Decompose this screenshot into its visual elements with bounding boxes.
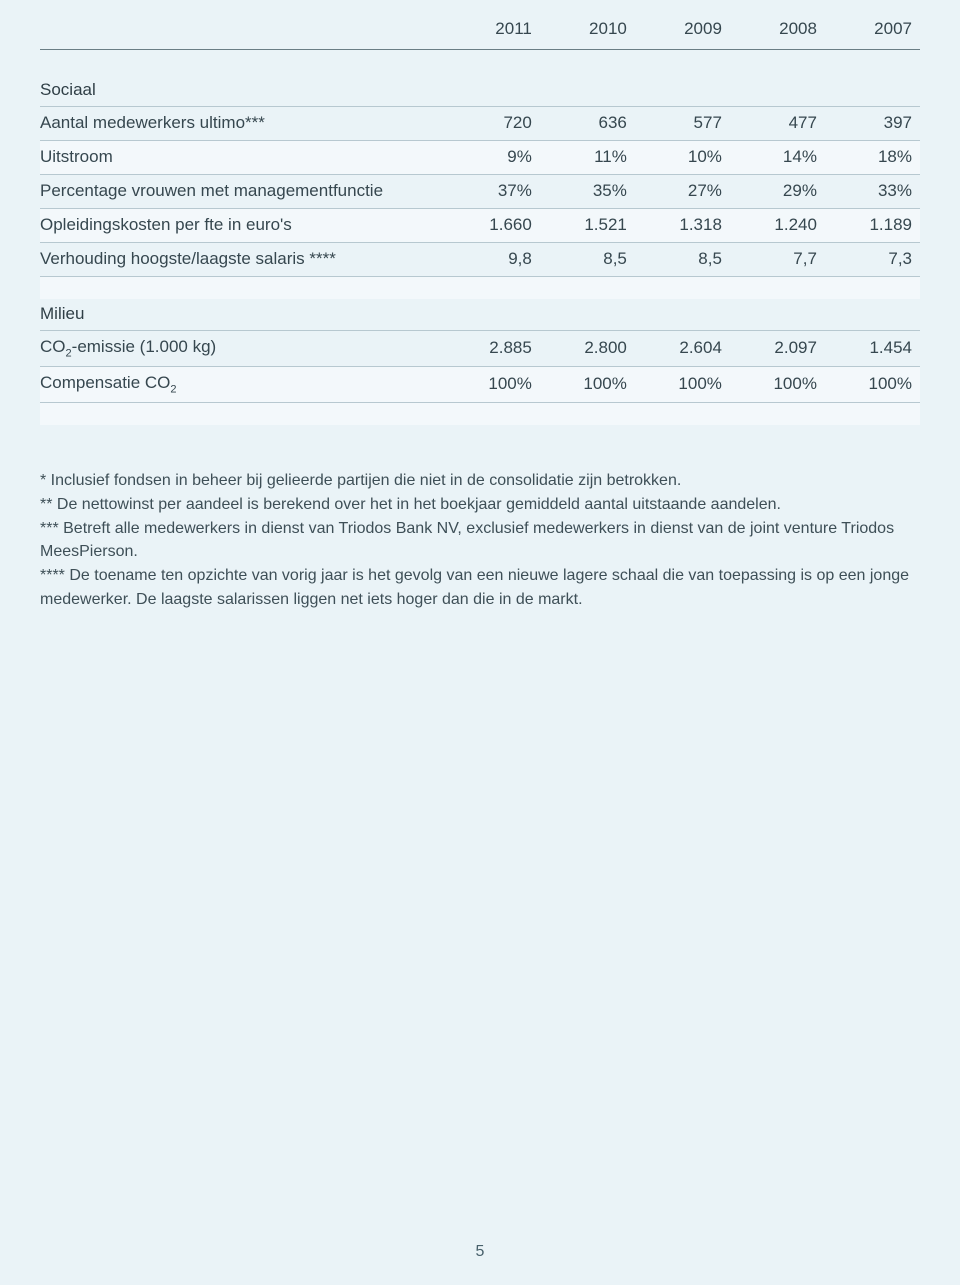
- row-value: 37%: [445, 175, 540, 209]
- label-part: Compensatie CO: [40, 373, 170, 392]
- row-value: 8,5: [635, 243, 730, 277]
- row-value: 636: [540, 107, 635, 141]
- row-value: 8,5: [540, 243, 635, 277]
- row-value: 33%: [825, 175, 920, 209]
- row-value: 18%: [825, 141, 920, 175]
- table-row: Percentage vrouwen met managementfunctie…: [40, 175, 920, 209]
- row-value: 27%: [635, 175, 730, 209]
- header-year: 2007: [825, 0, 920, 49]
- row-value: 2.604: [635, 330, 730, 366]
- row-value: 100%: [825, 366, 920, 402]
- row-value: 11%: [540, 141, 635, 175]
- row-value: 7,3: [825, 243, 920, 277]
- table-header-row: 2011 2010 2009 2008 2007: [40, 0, 920, 49]
- row-value: 577: [635, 107, 730, 141]
- section-label: Milieu: [40, 299, 920, 330]
- row-value: 100%: [445, 366, 540, 402]
- footnote: ** De nettowinst per aandeel is berekend…: [40, 493, 920, 516]
- row-value: 720: [445, 107, 540, 141]
- row-value: 2.097: [730, 330, 825, 366]
- row-value: 9%: [445, 141, 540, 175]
- row-value: 1.189: [825, 209, 920, 243]
- row-value: 1.660: [445, 209, 540, 243]
- row-value: 29%: [730, 175, 825, 209]
- row-value: 10%: [635, 141, 730, 175]
- row-value: 35%: [540, 175, 635, 209]
- table-row: Uitstroom 9% 11% 10% 14% 18%: [40, 141, 920, 175]
- row-value: 1.318: [635, 209, 730, 243]
- table-row: Aantal medewerkers ultimo*** 720 636 577…: [40, 107, 920, 141]
- table-row: CO2-emissie (1.000 kg) 2.885 2.800 2.604…: [40, 330, 920, 366]
- row-value: 100%: [540, 366, 635, 402]
- header-year: 2008: [730, 0, 825, 49]
- row-value: 9,8: [445, 243, 540, 277]
- row-label: Compensatie CO2: [40, 366, 445, 402]
- row-value: 1.521: [540, 209, 635, 243]
- table-row: Compensatie CO2 100% 100% 100% 100% 100%: [40, 366, 920, 402]
- section-milieu: Milieu: [40, 299, 920, 330]
- row-label: Uitstroom: [40, 141, 445, 175]
- row-value: 477: [730, 107, 825, 141]
- footnote: **** De toename ten opzichte van vorig j…: [40, 564, 920, 610]
- row-label: Verhouding hoogste/laagste salaris ****: [40, 243, 445, 277]
- row-value: 2.800: [540, 330, 635, 366]
- header-year: 2010: [540, 0, 635, 49]
- table-row: Verhouding hoogste/laagste salaris **** …: [40, 243, 920, 277]
- section-label: Sociaal: [40, 75, 920, 106]
- row-label: CO2-emissie (1.000 kg): [40, 330, 445, 366]
- table-row: Opleidingskosten per fte in euro's 1.660…: [40, 209, 920, 243]
- page: 2011 2010 2009 2008 2007 Sociaal Aantal …: [0, 0, 960, 1285]
- row-value: 100%: [635, 366, 730, 402]
- row-value: 7,7: [730, 243, 825, 277]
- row-value: 100%: [730, 366, 825, 402]
- footnote: *** Betreft alle medewerkers in dienst v…: [40, 517, 920, 563]
- footnote: * Inclusief fondsen in beheer bij geliee…: [40, 469, 920, 492]
- label-part: CO: [40, 337, 66, 356]
- section-sociaal: Sociaal: [40, 75, 920, 106]
- header-year: 2011: [445, 0, 540, 49]
- row-value: 1.454: [825, 330, 920, 366]
- header-empty: [40, 0, 445, 49]
- header-year: 2009: [635, 0, 730, 49]
- row-value: 1.240: [730, 209, 825, 243]
- label-subscript: 2: [170, 383, 176, 395]
- row-value: 2.885: [445, 330, 540, 366]
- row-label: Aantal medewerkers ultimo***: [40, 107, 445, 141]
- footnotes: * Inclusief fondsen in beheer bij geliee…: [40, 469, 920, 611]
- label-part: -emissie (1.000 kg): [72, 337, 217, 356]
- row-label: Percentage vrouwen met managementfunctie: [40, 175, 445, 209]
- row-label: Opleidingskosten per fte in euro's: [40, 209, 445, 243]
- page-number: 5: [0, 1241, 960, 1263]
- row-value: 397: [825, 107, 920, 141]
- data-table: 2011 2010 2009 2008 2007 Sociaal Aantal …: [40, 0, 920, 425]
- row-value: 14%: [730, 141, 825, 175]
